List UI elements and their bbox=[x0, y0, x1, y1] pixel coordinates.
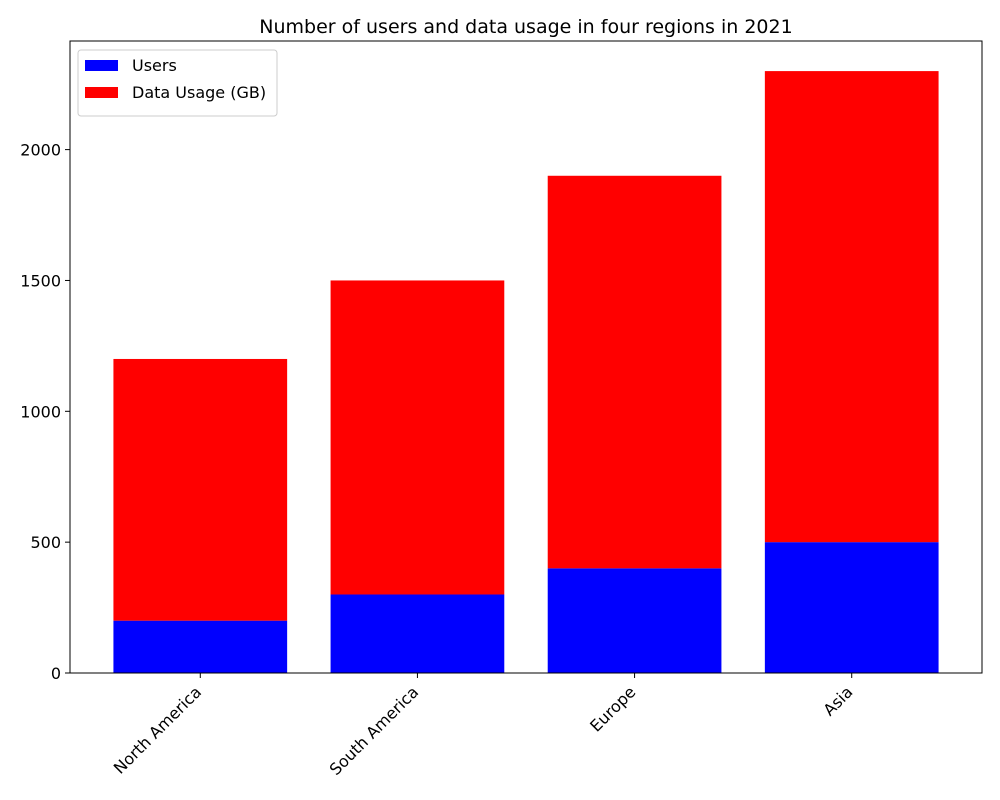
x-tick-label: Asia bbox=[819, 682, 856, 719]
bar-data-usage-gb-north-america bbox=[113, 359, 287, 621]
y-tick-label: 500 bbox=[30, 533, 61, 552]
bar-users-asia bbox=[765, 542, 939, 673]
y-tick-label: 2000 bbox=[20, 141, 61, 160]
bar-users-europe bbox=[548, 568, 722, 673]
legend-label-users: Users bbox=[132, 56, 177, 75]
y-tick-label: 0 bbox=[51, 664, 61, 683]
bar-data-usage-gb-europe bbox=[548, 176, 722, 569]
bar-data-usage-gb-asia bbox=[765, 71, 939, 542]
legend-label-data-usage-gb: Data Usage (GB) bbox=[132, 83, 266, 102]
bar-users-south-america bbox=[331, 594, 505, 673]
legend-swatch-data-usage-gb bbox=[85, 87, 118, 98]
y-tick-label: 1500 bbox=[20, 271, 61, 290]
x-tick-label: North America bbox=[110, 682, 205, 777]
bars-layer bbox=[113, 71, 938, 673]
bar-data-usage-gb-south-america bbox=[331, 280, 505, 594]
bar-users-north-america bbox=[113, 621, 287, 673]
x-tick-label: Europe bbox=[586, 682, 639, 735]
y-tick-label: 1000 bbox=[20, 402, 61, 421]
legend-swatch-users bbox=[85, 60, 118, 71]
legend: Users Data Usage (GB) bbox=[78, 50, 277, 116]
chart-title: Number of users and data usage in four r… bbox=[259, 16, 792, 38]
x-tick-label: South America bbox=[326, 682, 423, 779]
